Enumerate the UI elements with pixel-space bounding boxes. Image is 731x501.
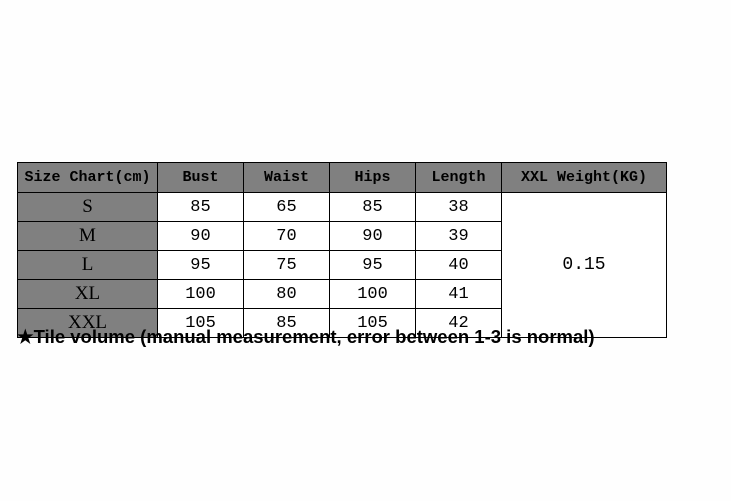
header-weight: XXL Weight(KG) bbox=[502, 163, 667, 193]
waist-value: 75 bbox=[244, 251, 330, 280]
length-value: 40 bbox=[416, 251, 502, 280]
hips-value: 90 bbox=[330, 222, 416, 251]
bust-value: 85 bbox=[158, 193, 244, 222]
hips-value: 85 bbox=[330, 193, 416, 222]
size-value: L bbox=[18, 251, 158, 280]
length-value: 38 bbox=[416, 193, 502, 222]
header-size: Size Chart(cm) bbox=[18, 163, 158, 193]
waist-value: 65 bbox=[244, 193, 330, 222]
table-row: S 85 65 85 38 0.15 bbox=[18, 193, 667, 222]
table-header-row: Size Chart(cm) Bust Waist Hips Length XX… bbox=[18, 163, 667, 193]
header-length: Length bbox=[416, 163, 502, 193]
bust-value: 90 bbox=[158, 222, 244, 251]
hips-value: 100 bbox=[330, 280, 416, 309]
hips-value: 95 bbox=[330, 251, 416, 280]
size-value: XL bbox=[18, 280, 158, 309]
bust-value: 100 bbox=[158, 280, 244, 309]
header-waist: Waist bbox=[244, 163, 330, 193]
weight-value: 0.15 bbox=[502, 193, 667, 338]
footnote-text: ★Tile volume (manual measurement, error … bbox=[17, 326, 595, 348]
header-hips: Hips bbox=[330, 163, 416, 193]
bust-value: 95 bbox=[158, 251, 244, 280]
size-value: M bbox=[18, 222, 158, 251]
size-chart-table: Size Chart(cm) Bust Waist Hips Length XX… bbox=[17, 162, 667, 338]
length-value: 39 bbox=[416, 222, 502, 251]
size-value: S bbox=[18, 193, 158, 222]
length-value: 41 bbox=[416, 280, 502, 309]
waist-value: 70 bbox=[244, 222, 330, 251]
waist-value: 80 bbox=[244, 280, 330, 309]
header-bust: Bust bbox=[158, 163, 244, 193]
